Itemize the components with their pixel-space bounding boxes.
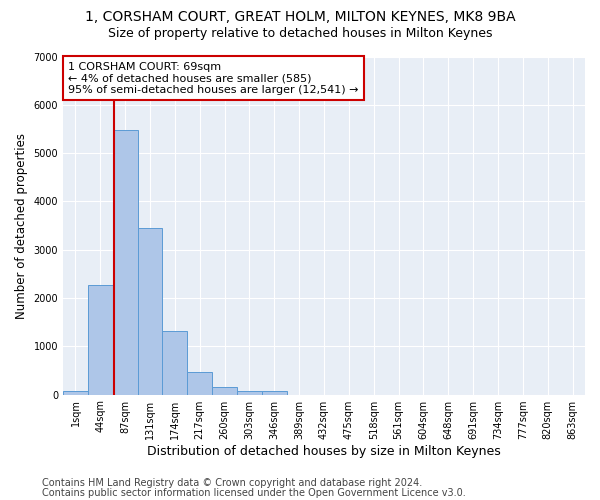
Text: Contains public sector information licensed under the Open Government Licence v3: Contains public sector information licen… (42, 488, 466, 498)
Text: Contains HM Land Registry data © Crown copyright and database right 2024.: Contains HM Land Registry data © Crown c… (42, 478, 422, 488)
Text: 1 CORSHAM COURT: 69sqm
← 4% of detached houses are smaller (585)
95% of semi-det: 1 CORSHAM COURT: 69sqm ← 4% of detached … (68, 62, 359, 95)
Bar (88, 285, 113, 395)
Bar (63, 390, 88, 394)
Text: Size of property relative to detached houses in Milton Keynes: Size of property relative to detached ho… (108, 28, 492, 40)
X-axis label: Distribution of detached houses by size in Milton Keynes: Distribution of detached houses by size … (147, 444, 501, 458)
Bar (237, 390, 262, 394)
Bar (262, 390, 287, 394)
Bar (212, 387, 237, 394)
Bar (113, 130, 137, 394)
Bar (137, 228, 163, 394)
Bar (163, 332, 187, 394)
Y-axis label: Number of detached properties: Number of detached properties (15, 132, 28, 318)
Text: 1, CORSHAM COURT, GREAT HOLM, MILTON KEYNES, MK8 9BA: 1, CORSHAM COURT, GREAT HOLM, MILTON KEY… (85, 10, 515, 24)
Bar (187, 372, 212, 394)
